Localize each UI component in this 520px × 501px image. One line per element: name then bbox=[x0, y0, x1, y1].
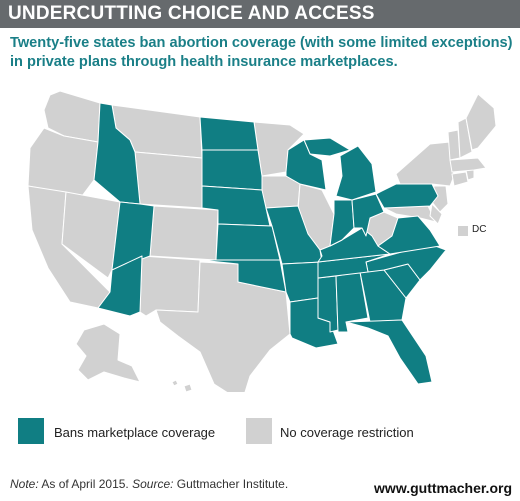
footer-note: Note: As of April 2015. Source: Guttmach… bbox=[10, 477, 288, 491]
source-label: Source: bbox=[132, 477, 174, 491]
legend-swatch-no-restriction bbox=[246, 418, 272, 444]
us-map bbox=[27, 90, 497, 392]
state-id bbox=[93, 102, 141, 205]
state-ri bbox=[465, 169, 475, 181]
state-mi-up bbox=[303, 137, 351, 157]
state-nv bbox=[61, 191, 121, 279]
state-pa bbox=[375, 183, 439, 209]
state-me bbox=[465, 93, 497, 151]
state-mi bbox=[335, 145, 377, 201]
state-ny bbox=[395, 141, 455, 187]
footer-url: www.guttmacher.org bbox=[374, 480, 512, 496]
legend-label-no-restriction: No coverage restriction bbox=[280, 425, 414, 440]
state-ak bbox=[75, 323, 141, 383]
map-subtitle: Twenty-five states ban abortion coverage… bbox=[10, 35, 513, 70]
state-or bbox=[27, 127, 99, 197]
dc-label: DC bbox=[472, 224, 487, 235]
state-wy bbox=[134, 151, 203, 209]
state-co bbox=[149, 205, 219, 261]
state-sd bbox=[201, 149, 263, 191]
dc-marker bbox=[458, 226, 468, 236]
state-wi bbox=[285, 139, 327, 191]
state-az bbox=[97, 255, 143, 317]
state-va bbox=[377, 215, 441, 255]
state-ma bbox=[449, 157, 487, 173]
state-hi bbox=[171, 379, 179, 387]
state-fl bbox=[345, 319, 433, 385]
state-ok bbox=[199, 259, 287, 293]
title-banner: UNDERCUTTING CHOICE AND ACCESS bbox=[0, 0, 520, 28]
source-text: Guttmacher Institute. bbox=[173, 477, 289, 491]
state-mo bbox=[265, 205, 323, 265]
state-nd bbox=[199, 116, 259, 151]
state-nm bbox=[139, 255, 201, 317]
state-nh bbox=[457, 117, 473, 159]
state-hi-2 bbox=[183, 383, 193, 392]
state-ut bbox=[111, 201, 155, 271]
state-ct bbox=[451, 171, 469, 187]
legend-swatch-bans bbox=[18, 418, 44, 444]
note-text: As of April 2015. bbox=[38, 477, 133, 491]
state-ar bbox=[281, 261, 323, 303]
note-label: Note: bbox=[10, 477, 39, 491]
banner-title: UNDERCUTTING CHOICE AND ACCESS bbox=[8, 3, 375, 24]
state-ks bbox=[215, 223, 281, 261]
legend-label-bans: Bans marketplace coverage bbox=[54, 425, 216, 440]
